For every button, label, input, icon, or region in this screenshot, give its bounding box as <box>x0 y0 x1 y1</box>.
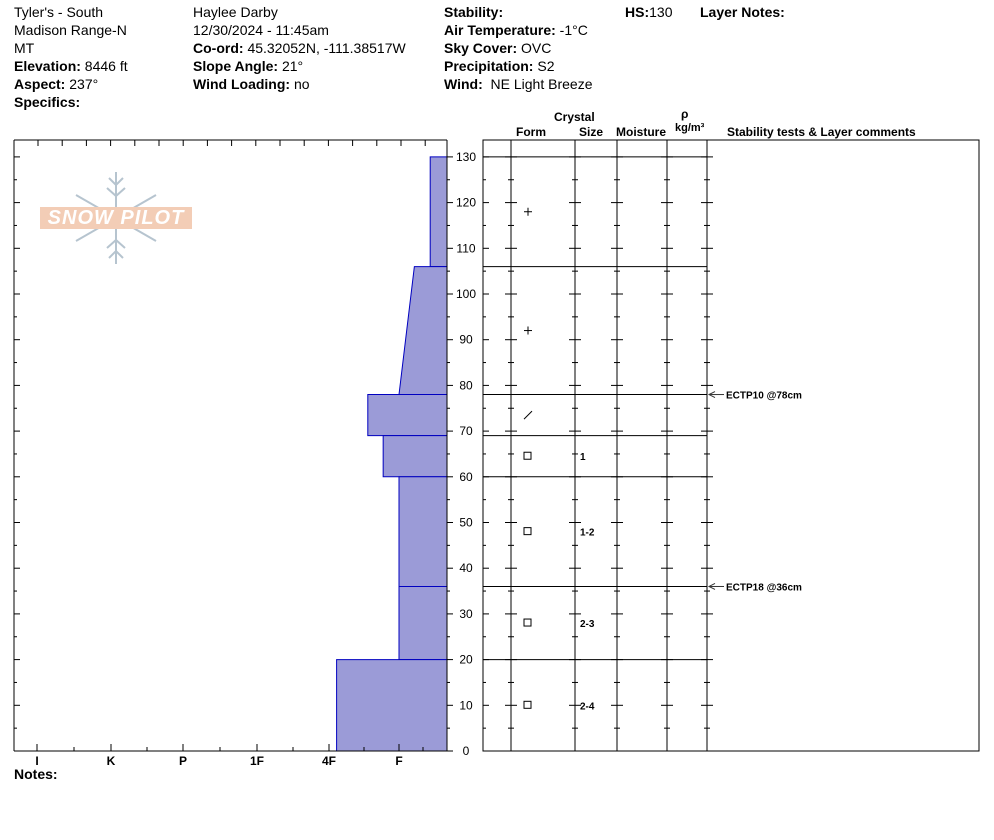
density-unit-header: kg/m³ <box>675 122 705 134</box>
hardness-bar-0 <box>429 156 448 268</box>
location-line-2: Madison Range-N <box>14 22 127 38</box>
hardness-label-K: K <box>107 754 116 768</box>
hardness-label-F: F <box>395 754 402 768</box>
depth-label: 80 <box>459 378 473 392</box>
stability-test-label-0: ECTP10 @78cm <box>726 391 802 402</box>
hardness-label-1F: 1F <box>250 754 264 768</box>
depth-label: 60 <box>459 470 473 484</box>
form-header: Form <box>516 125 546 139</box>
hardness-bar-1 <box>398 266 448 396</box>
moisture-header: Moisture <box>616 125 667 139</box>
hardness-bar-4 <box>398 476 448 587</box>
hardness-label-I: I <box>35 754 38 768</box>
layer-notes: Layer Notes: <box>700 4 785 20</box>
crystal-form-square-icon <box>523 527 532 536</box>
elevation: Elevation: 8446 ft <box>14 58 128 74</box>
hardness-bar-3 <box>382 435 448 478</box>
depth-label: 30 <box>459 607 473 621</box>
stability-test-arrow-icon <box>707 583 716 590</box>
observer-name: Haylee Darby <box>193 4 278 20</box>
specifics: Specifics: <box>14 94 81 110</box>
stability: Stability: <box>444 4 504 20</box>
wind-loading: Wind Loading: no <box>193 76 310 92</box>
location-line-3: MT <box>14 40 35 56</box>
depth-label: 40 <box>459 561 473 575</box>
crystal-size-label: 1 <box>580 452 586 463</box>
depth-label: 100 <box>456 287 476 301</box>
observation-datetime: 12/30/2024 - 11:45am <box>193 22 329 38</box>
depth-label: 20 <box>459 653 473 667</box>
hardness-label-4F: 4F <box>322 754 336 768</box>
depth-label: 70 <box>459 424 473 438</box>
depth-label: 50 <box>459 516 473 530</box>
depth-label: 130 <box>456 150 476 164</box>
snowpilot-logo: SNOW PILOT <box>40 207 192 229</box>
depth-label: 10 <box>459 698 473 712</box>
crystal-form-square-icon <box>523 451 532 460</box>
hardness-bar-6 <box>336 659 448 752</box>
snow-height: HS:130 <box>625 4 673 20</box>
comments-header: Stability tests & Layer comments <box>727 125 916 139</box>
depth-label: 120 <box>456 196 476 210</box>
location-block: Tyler's - South Madison Range-N MT Eleva… <box>14 3 128 93</box>
hardness-label-P: P <box>179 754 187 768</box>
depth-label: 90 <box>459 333 473 347</box>
hardness-bar-2 <box>367 394 448 437</box>
location-line-1: Tyler's - South <box>14 4 104 20</box>
density-rho-header: ρ <box>681 107 689 121</box>
crystal-form-slash-icon <box>523 410 533 420</box>
precipitation: Precipitation: S2 <box>444 58 555 74</box>
hardness-bar-5 <box>398 585 448 661</box>
aspect: Aspect: 237° <box>14 76 99 92</box>
crystal-form-square-icon <box>523 618 532 627</box>
crystal-size-label: 2-4 <box>580 701 595 712</box>
coordinates: Co-ord: 45.32052N, -111.38517W <box>193 40 406 56</box>
crystal-form-square-icon <box>523 700 532 709</box>
stability-test-label-1: ECTP18 @36cm <box>726 582 802 593</box>
crystal-size-label: 2-3 <box>580 619 595 630</box>
wind: Wind: NE Light Breeze <box>444 76 593 92</box>
depth-label: 0 <box>463 744 470 758</box>
crystal-header: Crystal <box>554 110 595 124</box>
air-temperature: Air Temperature: -1°C <box>444 22 588 38</box>
crystal-size-label: 1-2 <box>580 528 595 539</box>
stability-test-arrow-icon <box>707 391 716 398</box>
depth-label: 110 <box>456 241 475 255</box>
layer-grid <box>482 139 980 752</box>
observer-block: Haylee Darby 12/30/2024 - 11:45am Co-ord… <box>193 3 406 93</box>
sky-cover: Sky Cover: OVC <box>444 40 552 56</box>
slope-angle: Slope Angle: 21° <box>193 58 304 74</box>
size-header: Size <box>579 125 604 139</box>
notes: Notes: <box>14 766 58 782</box>
conditions-block: Stability: Air Temperature: -1°C Sky Cov… <box>444 3 592 93</box>
